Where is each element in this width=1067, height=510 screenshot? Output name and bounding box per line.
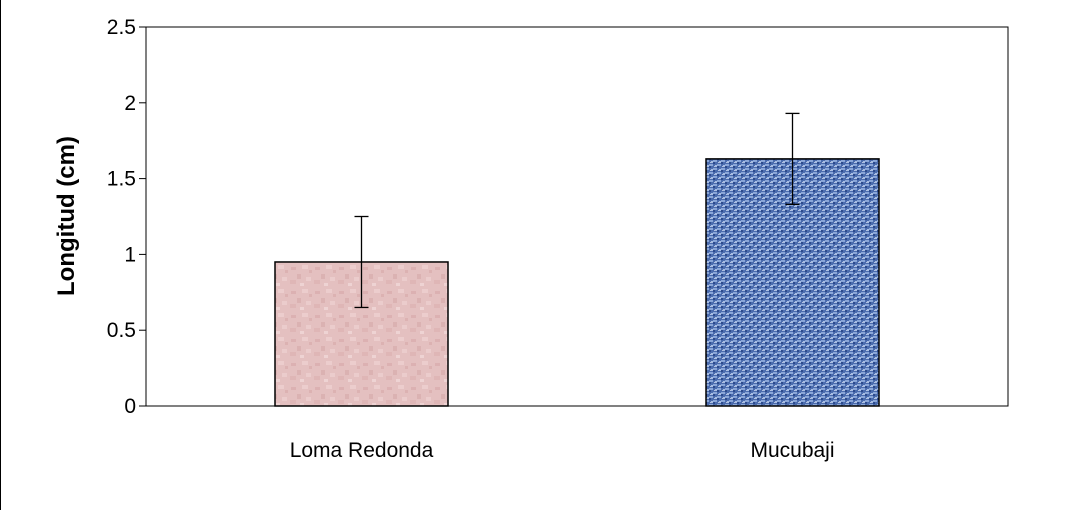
y-tick-label: 2	[124, 92, 136, 115]
y-axis-title: Longitud (cm)	[53, 136, 80, 296]
error-bars-group	[354, 112, 800, 309]
y-tick-label: 1.5	[107, 168, 136, 191]
x-category-label: Mucubaji	[750, 439, 834, 462]
x-axis-labels: Loma Redonda Mucubaji	[290, 439, 835, 462]
y-tick-label: 1	[124, 243, 136, 266]
bars-group	[274, 158, 880, 407]
x-category-label: Loma Redonda	[290, 439, 434, 462]
y-tick-label: 2.5	[107, 16, 136, 39]
y-tick-label: 0	[124, 395, 136, 418]
y-tick-label: 0.5	[107, 319, 136, 342]
y-axis-ticks: 0 0.5 1 1.5 2 2.5	[107, 16, 146, 418]
